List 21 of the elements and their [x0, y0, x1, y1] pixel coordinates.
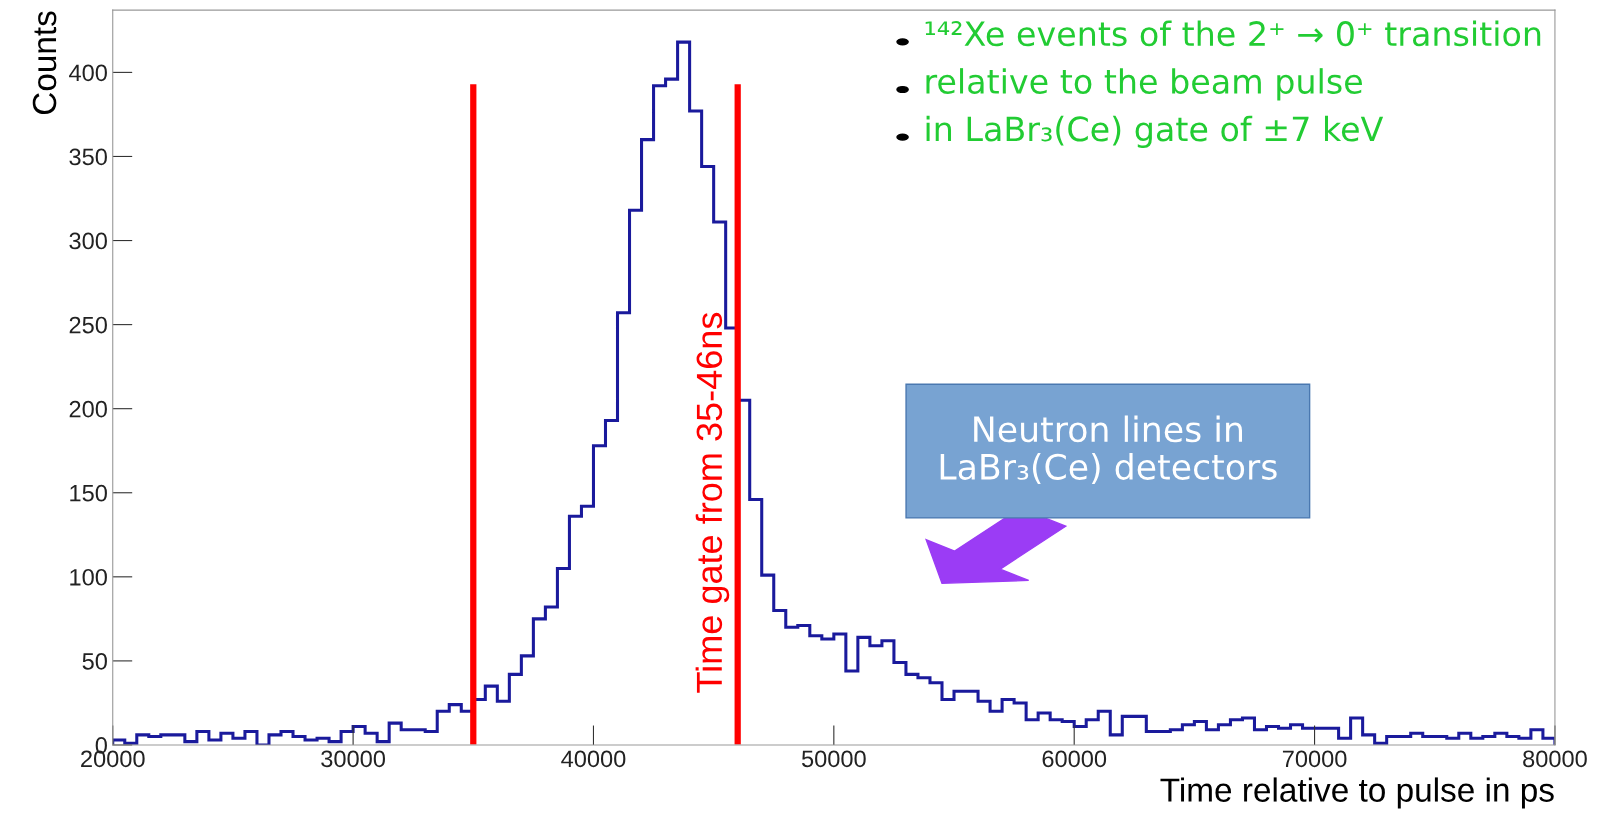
y-axis-title: Counts [32, 11, 57, 115]
x-tick-label: 30000 [321, 750, 386, 768]
y-tick-label: 200 [69, 400, 107, 418]
x-tick-label: 70000 [1282, 750, 1347, 768]
x-tick-label: 60000 [1042, 750, 1107, 768]
x-tick-label: 80000 [1523, 750, 1587, 768]
y-tick-label: 100 [70, 568, 107, 586]
ref-line-label: Time gate from 35-46ns [695, 312, 730, 693]
y-tick-label: 150 [70, 484, 107, 502]
x-axis-title: Time relative to pulse in ps [1160, 777, 1554, 809]
y-tick-label: 250 [69, 316, 107, 334]
annotation: Neutron lines in LaBr₃(Ce) detectors [940, 415, 1277, 484]
x-tick-label: 50000 [801, 750, 866, 768]
annotation: relative to the beam pulse [926, 68, 1362, 101]
y-tick-label: 350 [69, 148, 107, 166]
annotation: ¹⁴²Xe events of the 2⁺ → 0⁺ transition [925, 20, 1541, 47]
annotation: in LaBr₃(Ce) gate of ±7 keV [926, 115, 1384, 149]
y-tick-label: 50 [82, 652, 107, 670]
y-tick-label: 300 [69, 232, 107, 250]
y-tick-label: 400 [69, 64, 107, 82]
x-tick-label: 40000 [561, 750, 626, 768]
